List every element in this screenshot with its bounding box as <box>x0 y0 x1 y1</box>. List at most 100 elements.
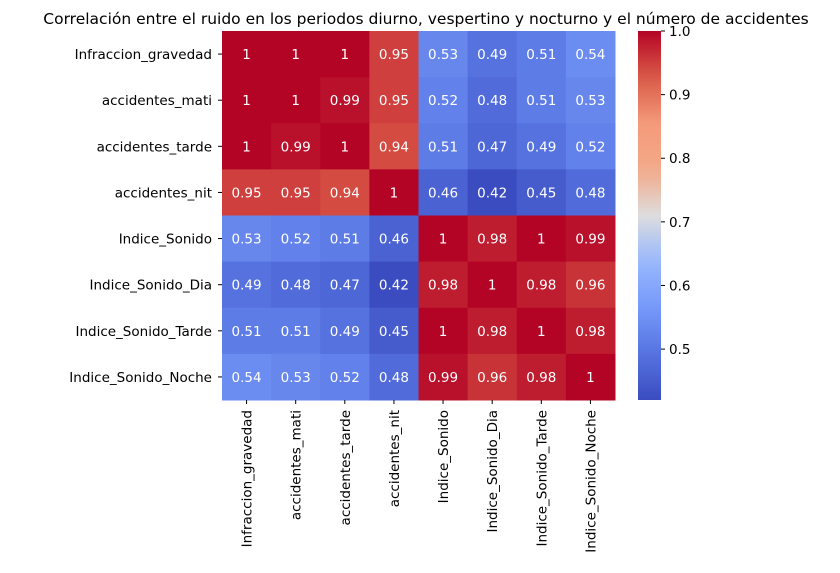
heatmap-cell <box>271 215 321 263</box>
heatmap-cell <box>516 31 567 78</box>
cell-value-label: 0.52 <box>330 370 360 386</box>
cell-value-label: 1 <box>439 324 448 340</box>
cell-value-label: 0.99 <box>281 139 311 155</box>
heatmap-cell <box>418 169 469 216</box>
heatmap-cell <box>467 77 518 124</box>
heatmap-cell <box>222 123 272 170</box>
cell-value-label: 0.48 <box>379 370 409 386</box>
cell-value-label: 0.51 <box>330 232 360 248</box>
heatmap-cell <box>565 123 616 170</box>
colorbar: 0.5 0.6 0.7 0.8 0.9 1.0 <box>638 24 690 400</box>
cell-value-label: 0.51 <box>526 47 556 63</box>
heatmap-cell <box>516 77 567 124</box>
heatmap-cell <box>418 353 469 401</box>
cell-value-label: 0.98 <box>575 324 605 340</box>
cell-value-label: 1 <box>291 93 300 109</box>
cell-value-label: 0.94 <box>379 139 409 155</box>
heatmap-cell <box>320 307 370 355</box>
row-label: Indice_Sonido_Dia <box>90 278 212 294</box>
column-label: Indice_Sonido_Noche <box>583 410 599 553</box>
cell-value-label: 0.47 <box>477 139 507 155</box>
colorbar-tick-label: 0.8 <box>669 151 690 167</box>
cell-value-label: 1 <box>291 47 300 63</box>
cell-value-label: 0.49 <box>477 47 507 63</box>
cell-value-label: 0.53 <box>232 232 262 248</box>
row-label: accidentes_tarde <box>97 139 212 155</box>
row-label: Infraccion_gravedad <box>75 47 212 63</box>
heatmap-cell <box>467 169 518 216</box>
heatmap-cell <box>369 215 419 263</box>
heatmap-cell <box>320 77 370 124</box>
heatmap-cell <box>271 31 321 78</box>
cell-value-label: 0.96 <box>477 370 507 386</box>
cell-value-label: 0.46 <box>379 232 409 248</box>
cell-value-label: 0.51 <box>281 324 311 340</box>
heatmap-cell <box>369 261 419 309</box>
heatmap-cell <box>320 169 370 216</box>
cell-value-label: 0.98 <box>477 324 507 340</box>
heatmap-cell <box>467 261 518 309</box>
cell-value-label: 1 <box>341 139 350 155</box>
heatmap-cell <box>565 261 616 309</box>
heatmap-cell <box>271 169 321 216</box>
heatmap-cell <box>467 215 518 263</box>
heatmap-cell <box>320 353 370 401</box>
column-label: Indice_Sonido_Dia <box>485 410 501 532</box>
column-label: Infraccion_gravedad <box>240 410 256 547</box>
row-label: accidentes_nit <box>115 185 212 201</box>
cell-value-label: 0.98 <box>428 278 458 294</box>
cell-value-label: 0.51 <box>428 139 458 155</box>
cell-value-label: 0.45 <box>526 185 556 201</box>
cell-value-label: 0.96 <box>575 278 605 294</box>
heatmap-cell <box>418 123 469 170</box>
row-label: accidentes_mati <box>102 93 212 109</box>
heatmap-cell <box>320 215 370 263</box>
row-label: Indice_Sonido <box>119 232 212 248</box>
cell-value-label: 0.51 <box>526 93 556 109</box>
cell-value-label: 0.95 <box>379 93 409 109</box>
colorbar-tick-label: 0.5 <box>669 342 690 358</box>
heatmap-cell <box>467 123 518 170</box>
cell-value-label: 0.52 <box>575 139 605 155</box>
cell-value-label: 0.42 <box>477 185 507 201</box>
cell-value-label: 0.54 <box>232 370 262 386</box>
cell-value-label: 0.46 <box>428 185 458 201</box>
heatmap-cell <box>369 353 419 401</box>
cell-value-label: 0.48 <box>281 278 311 294</box>
heatmap-cell <box>222 31 272 78</box>
row-labels: Infraccion_gravedad accidentes_matiaccide… <box>69 47 222 386</box>
cell-value-label: 0.42 <box>379 278 409 294</box>
cell-value-label: 1 <box>390 185 399 201</box>
column-label: accidentes_nit <box>387 410 403 507</box>
heatmap-cell <box>565 215 616 263</box>
heatmap-cell <box>516 215 567 263</box>
cell-value-label: 1 <box>242 47 251 63</box>
heatmap-cell <box>222 353 272 401</box>
heatmap-cell <box>320 123 370 170</box>
cell-value-label: 0.95 <box>379 47 409 63</box>
cell-value-label: 0.52 <box>281 232 311 248</box>
cell-value-label: 0.94 <box>330 185 360 201</box>
cell-value-label: 1 <box>537 324 546 340</box>
colorbar-tick-label: 0.7 <box>669 215 690 231</box>
cell-value-label: 0.49 <box>330 324 360 340</box>
heatmap-cell <box>516 169 567 216</box>
cell-value-label: 1 <box>242 139 251 155</box>
cell-value-label: 0.51 <box>232 324 262 340</box>
heatmap-cell <box>320 31 370 78</box>
heatmap-cell <box>418 215 469 263</box>
chart-title: Correlación entre el ruido en los period… <box>43 10 808 28</box>
colorbar-gradient <box>638 31 661 400</box>
heatmap-cell <box>418 307 469 355</box>
heatmap-cell <box>222 77 272 124</box>
cell-value-label: 0.45 <box>379 324 409 340</box>
heatmap-cell <box>222 307 272 355</box>
cell-value-label: 0.48 <box>477 93 507 109</box>
cell-value-label: 0.53 <box>428 47 458 63</box>
heatmap-cell <box>516 261 567 309</box>
cell-value-label: 0.47 <box>330 278 360 294</box>
cell-value-label: 0.49 <box>526 139 556 155</box>
heatmap-cell <box>369 31 419 78</box>
cell-value-label: 1 <box>537 232 546 248</box>
